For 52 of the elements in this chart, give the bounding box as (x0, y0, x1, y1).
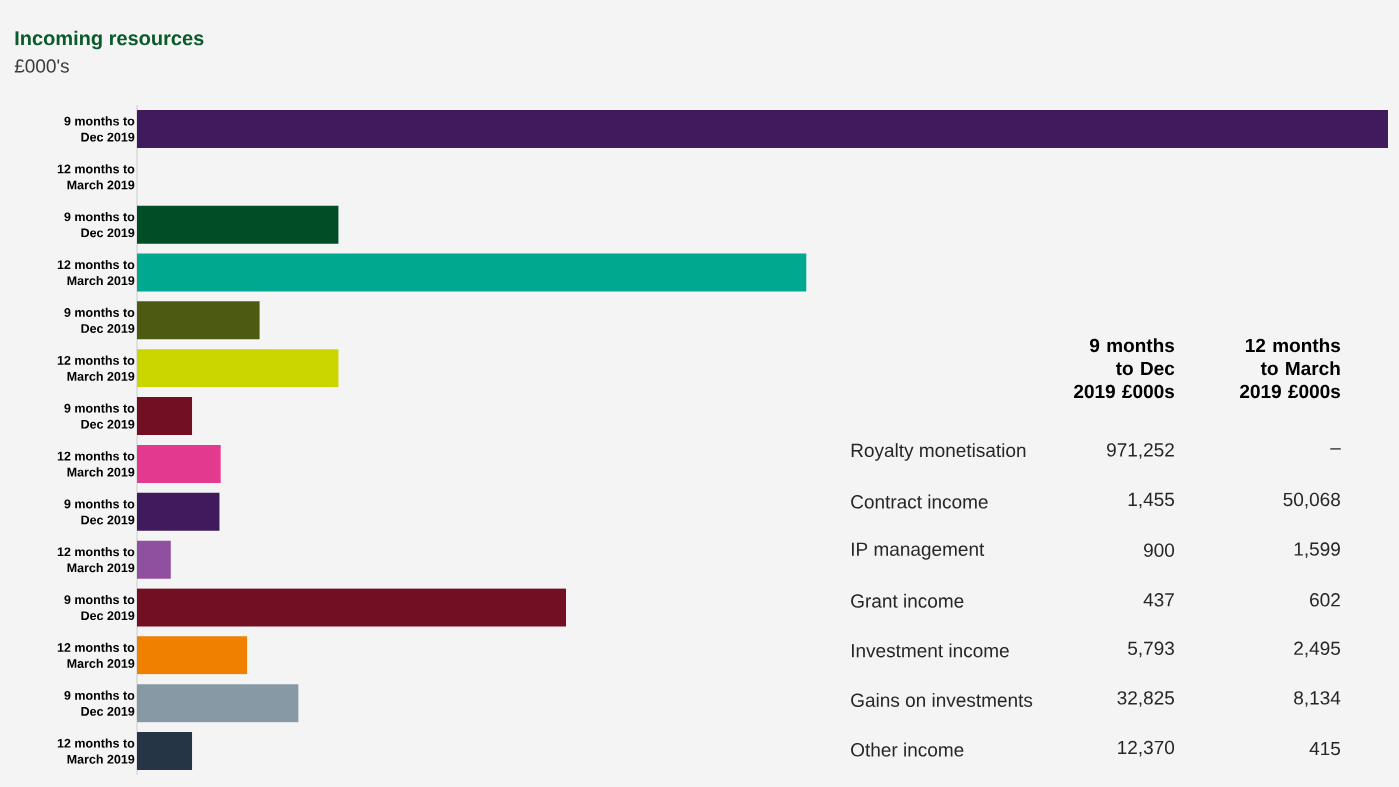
annotation: 32,825 (1117, 691, 1175, 707)
annotation: 50,068 (1283, 492, 1340, 509)
annotation: 8,134 (1294, 691, 1341, 707)
annotation: 12 months to March 2019 £000s (1240, 338, 1341, 399)
bar (137, 588, 567, 627)
bar (137, 109, 1389, 148)
annotation: Grant income (851, 593, 964, 608)
bar (137, 253, 807, 292)
annotation: IP management (851, 542, 985, 560)
annotation: 602 (1310, 593, 1340, 607)
bar (137, 636, 248, 675)
y-tick-label: 12 months to March 2019 (57, 738, 135, 764)
y-tick-label: 12 months to March 2019 (57, 547, 135, 573)
annotation: Contract income (851, 494, 988, 509)
bar (137, 684, 299, 723)
bar (137, 540, 171, 579)
annotation: – (1330, 448, 1341, 450)
y-tick-label: 9 months to Dec 2019 (64, 690, 135, 716)
y-tick-label: 9 months to Dec 2019 (64, 307, 135, 333)
y-tick-label: 12 months to March 2019 (57, 164, 135, 190)
annotation: 971,252 (1107, 443, 1174, 459)
y-tick-label: 12 months to March 2019 (57, 451, 135, 477)
annotation: 437 (1143, 593, 1174, 607)
chart-title: Incoming resources (15, 30, 204, 50)
bar (137, 492, 220, 531)
y-tick-label: 9 months to Dec 2019 (64, 403, 135, 429)
annotation: Investment income (851, 643, 1009, 658)
annotation: Royalty monetisation (851, 443, 1026, 461)
bar (137, 301, 260, 340)
y-tick-label: 9 months to Dec 2019 (64, 499, 135, 525)
bar (137, 205, 339, 244)
y-tick-label: 9 months to Dec 2019 (64, 116, 135, 142)
bar (137, 397, 193, 436)
annotation: 1,599 (1294, 542, 1340, 559)
bar (137, 732, 193, 771)
annotation: 900 (1144, 543, 1175, 557)
bar (137, 444, 221, 483)
y-tick-label: 9 months to Dec 2019 (64, 594, 135, 621)
y-tick-label: 12 months to March 2019 (57, 259, 135, 286)
bar (137, 349, 339, 388)
annotation: 12,370 (1118, 740, 1175, 757)
annotation: 2,495 (1294, 641, 1341, 658)
annotation: 9 months to Dec 2019 £000s (1074, 338, 1175, 399)
y-tick-label: 12 months to March 2019 (57, 355, 135, 381)
y-tick-label: 9 months to Dec 2019 (64, 212, 135, 238)
y-tick-label: 12 months to March 2019 (57, 642, 135, 668)
annotation: Other income (851, 742, 964, 757)
annotation: Gains on investments (851, 693, 1033, 707)
annotation: 5,793 (1128, 641, 1174, 658)
chart-subtitle: £000's (14, 59, 69, 73)
annotation: 415 (1309, 741, 1341, 756)
annotation: 1,455 (1128, 492, 1175, 509)
